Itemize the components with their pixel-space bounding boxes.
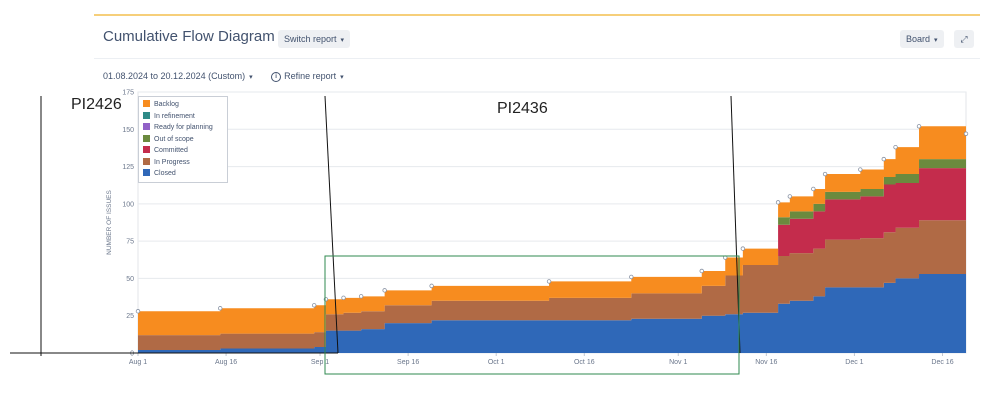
legend-item[interactable]: In refinement	[143, 111, 223, 123]
data-point	[963, 131, 969, 136]
data-point	[135, 309, 141, 314]
pi-label-mid: PI2436	[497, 100, 548, 117]
annotation-box	[324, 255, 740, 375]
y-tick-label: 50	[126, 276, 134, 283]
switch-report-button[interactable]: Switch report ▾	[278, 30, 351, 48]
area-closed	[138, 273, 966, 353]
pi-label-left: PI2426	[71, 96, 122, 113]
refine-report-button[interactable]: i Refine report ▾	[271, 71, 348, 82]
chevron-down-icon: ▾	[340, 74, 344, 81]
data-point	[311, 303, 317, 308]
annotation-line	[324, 95, 339, 354]
data-point	[629, 274, 634, 280]
legend-label: Backlog	[154, 101, 179, 108]
legend-swatch	[143, 123, 150, 130]
y-tick-label: 150	[122, 127, 134, 134]
y-axis-label: NUMBER OF ISSUES	[106, 190, 113, 255]
chevron-down-icon: ▾	[340, 37, 345, 44]
y-tick-label: 100	[122, 201, 134, 208]
info-icon: i	[271, 71, 282, 82]
chevron-down-icon: ▾	[934, 37, 938, 44]
x-tick-label: Sep 16	[397, 359, 419, 366]
filter-row: 01.08.2024 to 20.12.2024 (Custom) ▾ i Refi…	[103, 71, 348, 82]
board-button[interactable]: Board ▾	[900, 30, 944, 48]
y-tick-label: 0	[130, 351, 134, 358]
data-point	[341, 295, 346, 301]
x-tick-label: Nov 1	[669, 359, 687, 366]
board-label: Board	[906, 34, 931, 44]
legend-item[interactable]: Committed	[143, 145, 223, 157]
legend-swatch	[143, 169, 150, 176]
expand-button[interactable]: ⤢	[954, 30, 974, 48]
legend-swatch	[143, 157, 150, 165]
x-tick-label: Sep 1	[311, 359, 329, 366]
legend-label: Committed	[154, 147, 188, 154]
data-point	[811, 186, 816, 192]
area-in-progress	[138, 218, 966, 351]
switch-report-label: Switch report	[284, 34, 337, 44]
legend-label: Closed	[154, 170, 176, 177]
x-tick-label: Dec 1	[845, 359, 863, 366]
date-range-label: 01.08.2024 to 20.12.2024 (Custom)	[103, 71, 246, 81]
data-point	[775, 200, 781, 205]
data-point	[881, 156, 886, 162]
data-point	[358, 294, 364, 299]
report-header: Cumulative Flow Diagram Switch report ▾ B…	[94, 16, 980, 59]
x-tick-label: Aug 1	[129, 359, 147, 366]
data-point	[429, 283, 434, 289]
x-tick-label: Nov 16	[755, 359, 777, 366]
y-tick-label: 25	[126, 313, 134, 320]
legend-swatch	[143, 146, 150, 153]
legend-swatch	[143, 100, 150, 107]
data-point	[787, 194, 793, 199]
legend-swatch	[143, 134, 150, 142]
area-committed	[138, 165, 966, 336]
area-backlog	[138, 126, 966, 336]
chart-legend: Backlog In refinement Ready for planning Ou…	[138, 96, 228, 183]
legend-item[interactable]: Out of scope	[143, 134, 223, 146]
x-tick-label: Dec 16	[931, 359, 953, 366]
legend-swatch	[143, 111, 150, 119]
refine-report-label: Refine report	[284, 71, 337, 81]
legend-label: In Progress	[154, 158, 190, 166]
page-title: Cumulative Flow Diagram	[103, 28, 275, 45]
legend-label: Ready for planning	[154, 124, 213, 131]
legend-label: In refinement	[154, 112, 195, 120]
x-tick-label: Oct 16	[574, 359, 595, 366]
data-point	[740, 246, 746, 251]
x-tick-label: Oct 1	[488, 359, 505, 366]
y-tick-label: 75	[126, 239, 134, 246]
legend-label: Out of scope	[154, 135, 194, 143]
expand-icon: ⤢	[960, 34, 968, 44]
data-point	[822, 171, 828, 177]
data-point	[699, 268, 704, 274]
legend-item[interactable]: Ready for planning	[143, 122, 223, 134]
data-point	[858, 167, 863, 172]
y-tick-label: 175	[122, 90, 134, 97]
legend-item[interactable]: Backlog	[143, 99, 223, 111]
chevron-down-icon: ▾	[249, 74, 253, 81]
legend-item[interactable]: Closed	[143, 168, 223, 180]
data-point	[893, 144, 898, 150]
date-range-selector[interactable]: 01.08.2024 to 20.12.2024 (Custom) ▾	[103, 71, 257, 81]
x-tick-label: Aug 16	[215, 359, 237, 366]
data-point	[546, 279, 552, 284]
data-point	[916, 124, 922, 129]
y-tick-label: 125	[122, 164, 134, 171]
legend-item[interactable]: In Progress	[143, 157, 223, 169]
data-point	[218, 306, 223, 311]
data-point	[382, 288, 387, 293]
